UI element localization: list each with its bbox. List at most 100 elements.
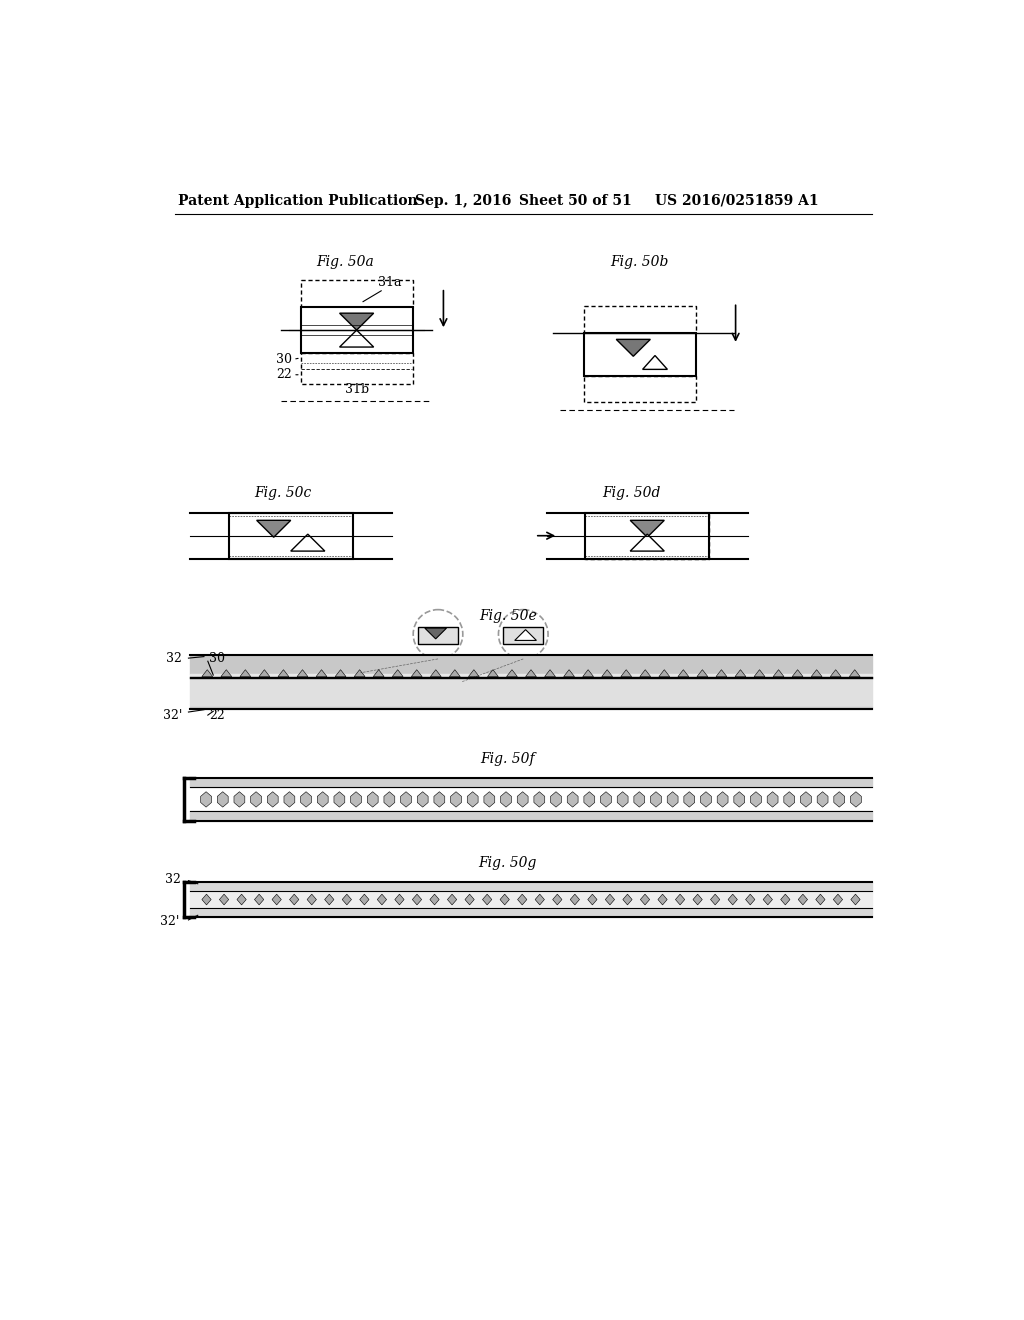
Polygon shape: [335, 669, 346, 677]
Polygon shape: [536, 894, 545, 906]
Polygon shape: [734, 792, 744, 807]
Polygon shape: [233, 792, 245, 807]
Text: Fig. 50g: Fig. 50g: [478, 855, 537, 870]
Polygon shape: [754, 669, 765, 677]
Polygon shape: [340, 313, 374, 330]
Polygon shape: [221, 678, 231, 685]
Polygon shape: [354, 669, 365, 677]
Text: 32: 32: [166, 652, 182, 665]
Bar: [418, 627, 458, 644]
Polygon shape: [325, 894, 334, 906]
Polygon shape: [658, 669, 670, 677]
Polygon shape: [467, 792, 478, 807]
Polygon shape: [251, 792, 261, 807]
Text: Sep. 1, 2016: Sep. 1, 2016: [415, 194, 511, 207]
Polygon shape: [717, 792, 728, 807]
Polygon shape: [650, 792, 662, 807]
Polygon shape: [279, 678, 289, 685]
Bar: [301, 308, 414, 354]
Polygon shape: [342, 894, 351, 906]
Polygon shape: [617, 792, 628, 807]
Polygon shape: [616, 339, 650, 356]
Polygon shape: [630, 535, 665, 552]
Polygon shape: [773, 669, 784, 677]
Polygon shape: [716, 669, 727, 677]
Polygon shape: [340, 330, 374, 347]
Polygon shape: [501, 792, 511, 807]
Polygon shape: [316, 678, 327, 685]
Polygon shape: [684, 792, 694, 807]
Polygon shape: [834, 792, 845, 807]
Polygon shape: [219, 894, 228, 906]
Polygon shape: [450, 678, 460, 685]
Polygon shape: [335, 678, 346, 685]
Polygon shape: [240, 678, 251, 685]
Polygon shape: [434, 792, 444, 807]
Text: Fig. 50f: Fig. 50f: [480, 752, 536, 766]
Polygon shape: [482, 894, 492, 906]
Polygon shape: [676, 894, 685, 906]
Bar: [228, 512, 352, 558]
Polygon shape: [697, 678, 708, 685]
Polygon shape: [412, 678, 422, 685]
Polygon shape: [751, 792, 762, 807]
Text: US 2016/0251859 A1: US 2016/0251859 A1: [655, 194, 818, 207]
Text: 22: 22: [276, 368, 292, 381]
Polygon shape: [799, 894, 808, 906]
Polygon shape: [811, 678, 822, 685]
Polygon shape: [563, 678, 574, 685]
Polygon shape: [279, 669, 289, 677]
Polygon shape: [272, 894, 282, 906]
Bar: [584, 333, 696, 376]
Polygon shape: [465, 894, 474, 906]
Bar: [584, 376, 696, 403]
Polygon shape: [221, 669, 231, 677]
Polygon shape: [413, 894, 422, 906]
Polygon shape: [851, 792, 861, 807]
Polygon shape: [716, 678, 727, 685]
Polygon shape: [259, 669, 270, 677]
Bar: [586, 512, 710, 558]
Polygon shape: [291, 535, 325, 552]
Polygon shape: [202, 678, 213, 685]
Polygon shape: [430, 894, 439, 906]
Polygon shape: [507, 678, 517, 685]
Text: Patent Application Publication: Patent Application Publication: [178, 194, 418, 207]
Polygon shape: [430, 669, 441, 677]
Polygon shape: [354, 678, 365, 685]
Polygon shape: [400, 792, 412, 807]
Polygon shape: [745, 894, 755, 906]
Polygon shape: [430, 678, 441, 685]
Polygon shape: [634, 792, 645, 807]
Polygon shape: [525, 669, 537, 677]
Polygon shape: [817, 792, 828, 807]
Polygon shape: [605, 894, 614, 906]
Polygon shape: [237, 894, 246, 906]
Polygon shape: [711, 894, 720, 906]
Polygon shape: [517, 894, 527, 906]
Polygon shape: [763, 894, 772, 906]
Polygon shape: [545, 678, 555, 685]
Polygon shape: [392, 678, 403, 685]
Polygon shape: [468, 669, 479, 677]
Polygon shape: [202, 669, 213, 677]
Text: 32': 32': [160, 915, 179, 928]
Polygon shape: [643, 355, 668, 370]
Polygon shape: [700, 792, 712, 807]
Polygon shape: [640, 678, 650, 685]
Polygon shape: [767, 792, 778, 807]
Text: Sheet 50 of 51: Sheet 50 of 51: [519, 194, 632, 207]
Polygon shape: [515, 630, 537, 640]
Polygon shape: [334, 792, 345, 807]
Polygon shape: [693, 894, 702, 906]
Polygon shape: [658, 678, 670, 685]
Polygon shape: [297, 669, 308, 677]
Polygon shape: [830, 678, 841, 685]
Polygon shape: [621, 678, 632, 685]
Polygon shape: [600, 792, 611, 807]
Polygon shape: [602, 669, 612, 677]
Text: Fig. 50a: Fig. 50a: [316, 255, 374, 269]
Bar: [584, 306, 696, 333]
Polygon shape: [553, 894, 562, 906]
Polygon shape: [640, 669, 650, 677]
